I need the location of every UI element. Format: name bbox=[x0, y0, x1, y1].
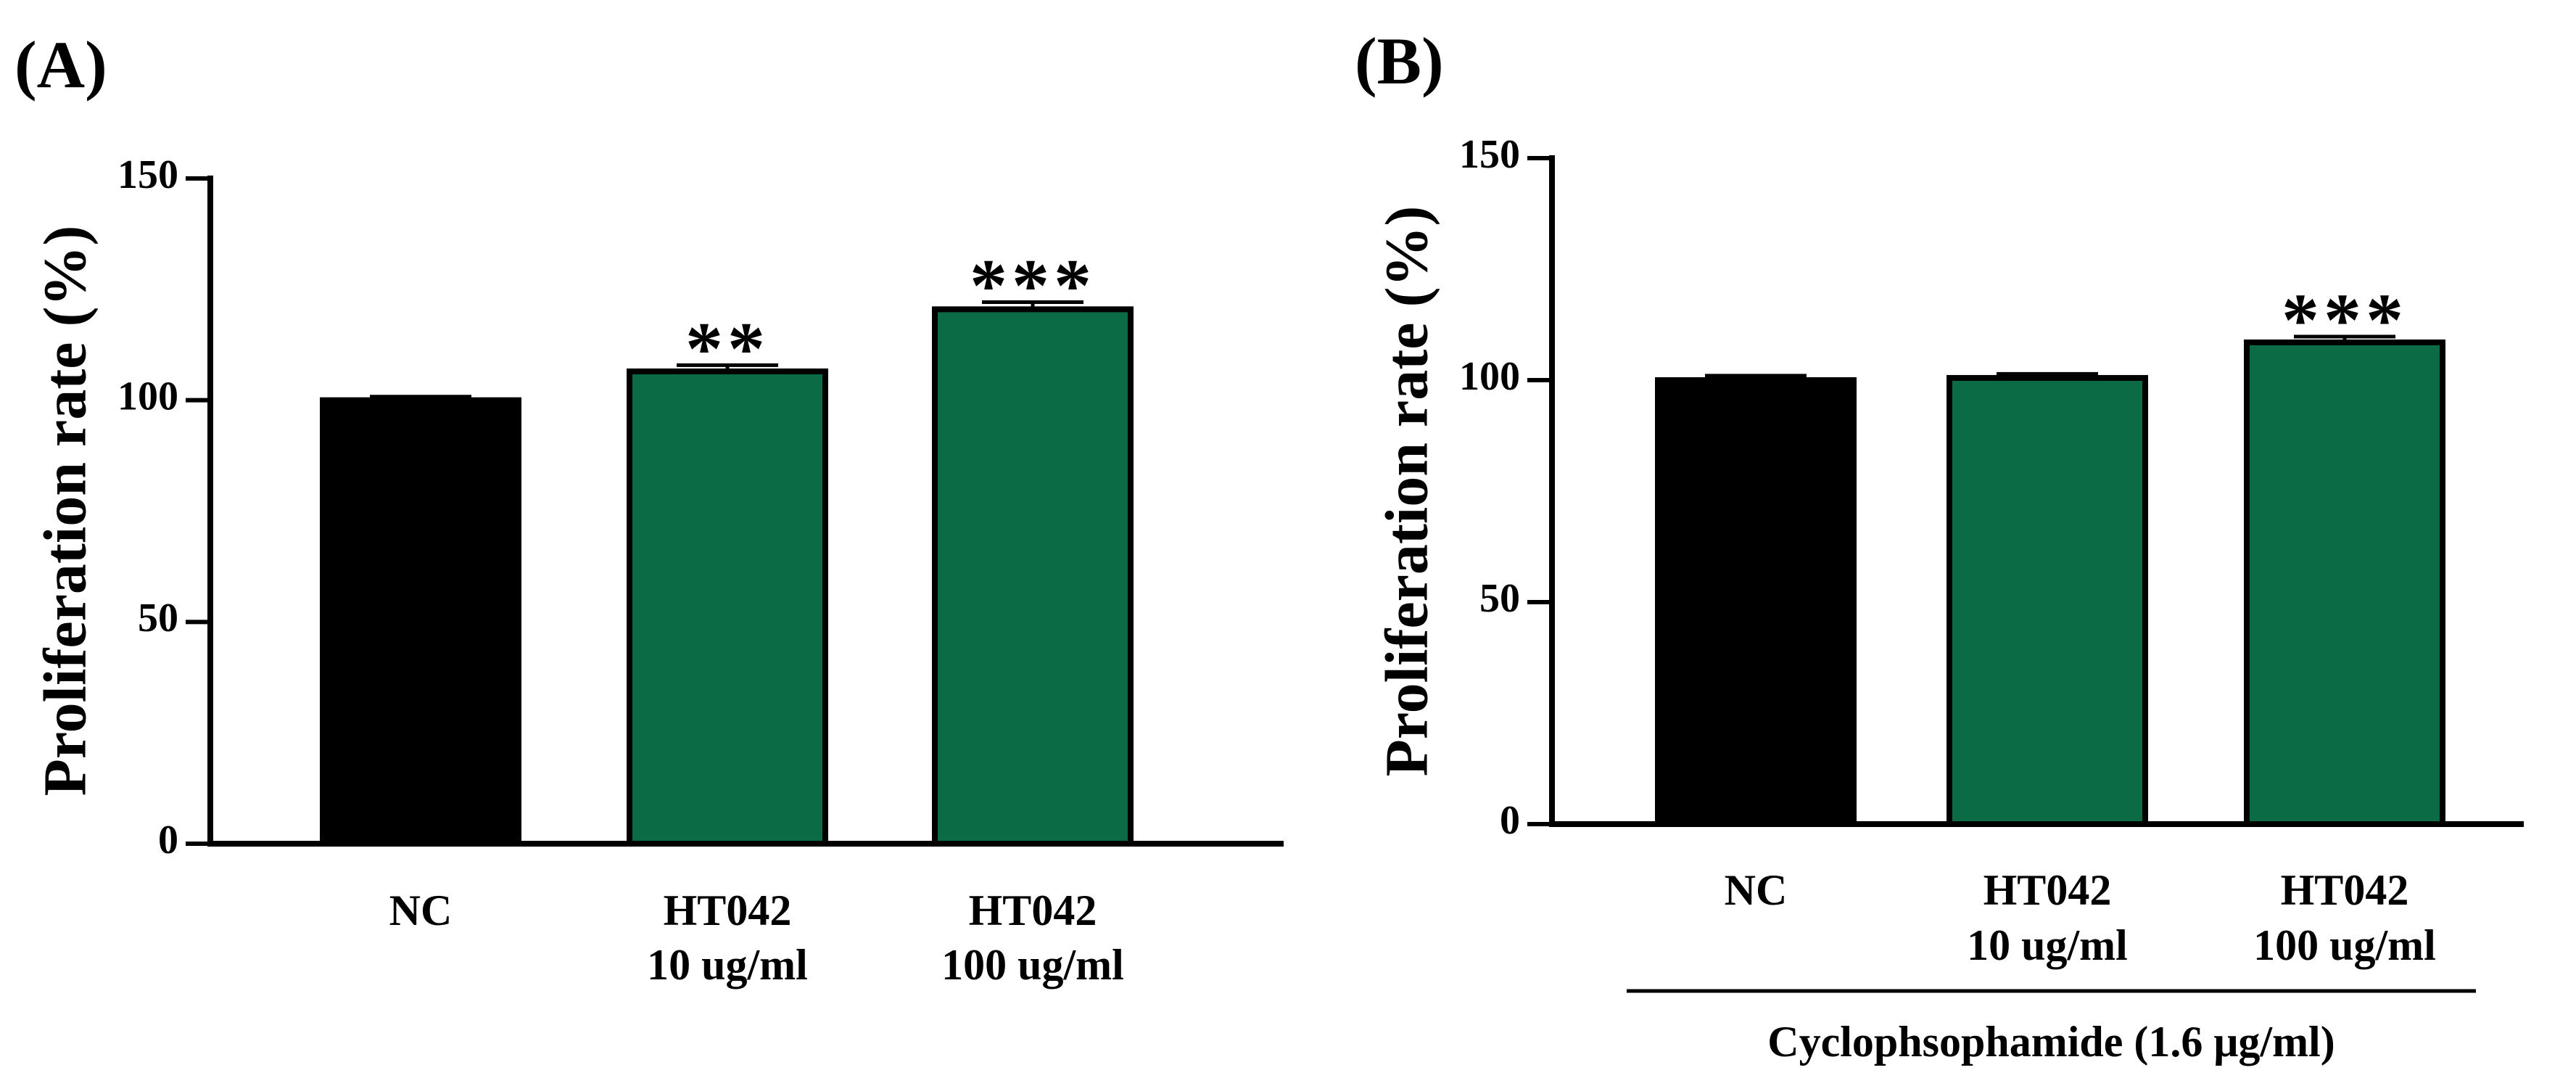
y-tick-label: 150 bbox=[1459, 132, 1520, 177]
category-label: HT042 bbox=[969, 887, 1097, 934]
panel-label: (A) bbox=[15, 28, 107, 102]
bar bbox=[320, 397, 521, 847]
bar bbox=[2244, 339, 2445, 828]
group-note: Cyclophsophamide (1.6 μg/ml) bbox=[1767, 1018, 2334, 1066]
category-label: HT042 bbox=[1983, 866, 2112, 914]
y-tick-label: 50 bbox=[1479, 576, 1520, 621]
category-label: 10 ug/ml bbox=[647, 941, 808, 989]
y-axis-title: Proliferation rate (%) bbox=[31, 226, 99, 797]
significance-marker: *** bbox=[970, 244, 1096, 328]
y-tick-label: 100 bbox=[117, 374, 178, 419]
category-label: HT042 bbox=[2281, 866, 2409, 914]
bar bbox=[627, 368, 828, 847]
y-tick-label: 50 bbox=[138, 596, 178, 641]
y-axis-title: Proliferation rate (%) bbox=[1373, 206, 1440, 777]
category-label: 10 ug/ml bbox=[1967, 921, 2128, 969]
significance-marker: *** bbox=[2282, 279, 2408, 362]
category-label: HT042 bbox=[664, 887, 792, 934]
category-label: 100 ug/ml bbox=[941, 941, 1124, 989]
y-tick-label: 150 bbox=[117, 152, 178, 197]
category-label: 100 ug/ml bbox=[2253, 921, 2436, 969]
significance-marker: ** bbox=[685, 307, 769, 390]
bar bbox=[1655, 377, 1857, 827]
panel-b: (B) Proliferation rate (%) NC HT042 10 ug/ml… bbox=[1355, 24, 2524, 1066]
y-tick-label: 0 bbox=[158, 818, 178, 863]
y-tick-label: 100 bbox=[1459, 354, 1520, 399]
category-label: NC bbox=[389, 887, 453, 934]
bar bbox=[1947, 374, 2148, 827]
category-label: NC bbox=[1725, 866, 1788, 914]
bar bbox=[932, 306, 1134, 847]
panel-label: (B) bbox=[1355, 24, 1444, 98]
y-tick-label: 0 bbox=[1500, 798, 1520, 843]
panel-a: (A) Proliferation rate (%) NC ** HT042 10 ug/… bbox=[15, 28, 1284, 989]
